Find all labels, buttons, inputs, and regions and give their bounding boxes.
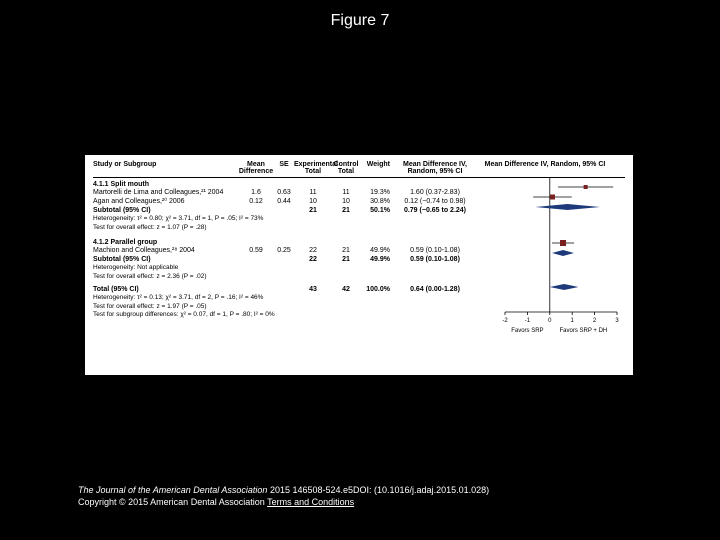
cell-exp: 11 <box>294 188 332 197</box>
svg-text:1: 1 <box>571 318 575 324</box>
cell-se <box>274 255 294 264</box>
cell-study: Machion and Colleagues,²⁸ 2004 <box>93 246 238 255</box>
cell-study: Total (95% CI) <box>93 285 238 294</box>
cell-ctrl: 21 <box>332 206 360 215</box>
svg-text:3: 3 <box>615 318 619 324</box>
citation-rest: 2015 146508-524.e5DOI: (10.1016/j.adaj.2… <box>267 485 489 495</box>
cell-exp: 21 <box>294 206 332 215</box>
cell-md: 0.12 <box>238 197 274 206</box>
figure-title: Figure 7 <box>0 0 720 30</box>
hdr-exp: Experimental Total <box>294 161 332 175</box>
cell-md: 1.6 <box>238 188 274 197</box>
cell-ctrl: 10 <box>332 197 360 206</box>
cell-md <box>238 206 274 215</box>
cell-ctrl: 11 <box>332 188 360 197</box>
cell-wt: 49.9% <box>360 246 390 255</box>
hdr-wt: Weight <box>360 161 390 175</box>
cell-md <box>238 285 274 294</box>
hdr-md: Mean Difference <box>238 161 274 175</box>
hdr-ctrl: Control Total <box>332 161 360 175</box>
cell-se <box>274 206 294 215</box>
citation: The Journal of the American Dental Assoc… <box>78 484 489 508</box>
hdr-plot: Mean Difference IV, Random, 95% CI <box>480 161 610 175</box>
cell-wt: 30.8% <box>360 197 390 206</box>
cell-study: Subtotal (95% CI) <box>93 206 238 215</box>
cell-study: Martorelli de Lima and Colleagues,²¹ 200… <box>93 188 238 197</box>
cell-md <box>238 255 274 264</box>
cell-mdci: 0.64 (0.00-1.28) <box>390 285 480 294</box>
cell-ctrl: 21 <box>332 246 360 255</box>
journal-name: The Journal of the American Dental Assoc… <box>78 485 267 495</box>
cell-study: Agan and Colleagues,²⁰ 2006 <box>93 197 238 206</box>
cell-se: 0.44 <box>274 197 294 206</box>
cell-se: 0.63 <box>274 188 294 197</box>
cell-study: Subtotal (95% CI) <box>93 255 238 264</box>
cell-mdci: 0.79 (−0.65 to 2.24) <box>390 206 480 215</box>
cell-exp: 22 <box>294 246 332 255</box>
svg-text:Favors SRP: Favors SRP <box>511 328 543 334</box>
cell-wt: 49.9% <box>360 255 390 264</box>
svg-text:0: 0 <box>548 318 552 324</box>
cell-exp: 10 <box>294 197 332 206</box>
cell-md: 0.59 <box>238 246 274 255</box>
cell-wt: 50.1% <box>360 206 390 215</box>
forest-plot-figure: Study or Subgroup Mean Difference SE Exp… <box>85 155 633 375</box>
cell-wt: 19.3% <box>360 188 390 197</box>
svg-text:2: 2 <box>593 318 597 324</box>
cell-mdci: 0.59 (0.10-1.08) <box>390 255 480 264</box>
cell-mdci: 0.12 (−0.74 to 0.98) <box>390 197 480 206</box>
svg-text:-2: -2 <box>502 318 508 324</box>
forest-plot-area: -2 -1 0 1 2 3 Favors SRP Favors SRP + DH <box>497 177 625 342</box>
cell-ctrl: 42 <box>332 285 360 294</box>
cell-wt: 100.0% <box>360 285 390 294</box>
hdr-study: Study or Subgroup <box>93 161 238 175</box>
cell-se: 0.25 <box>274 246 294 255</box>
cell-ctrl: 21 <box>332 255 360 264</box>
cell-mdci: 0.59 (0.10-1.08) <box>390 246 480 255</box>
hdr-mdci: Mean Difference IV, Random, 95% CI <box>390 161 480 175</box>
cell-mdci: 1.60 (0.37-2.83) <box>390 188 480 197</box>
svg-text:Favors SRP + DH: Favors SRP + DH <box>560 328 608 334</box>
svg-text:-1: -1 <box>525 318 531 324</box>
hdr-se: SE <box>274 161 294 175</box>
cell-exp: 43 <box>294 285 332 294</box>
table-header: Study or Subgroup Mean Difference SE Exp… <box>93 161 625 178</box>
copyright: Copyright © 2015 American Dental Associa… <box>78 497 267 507</box>
cell-se <box>274 285 294 294</box>
terms-link[interactable]: Terms and Conditions <box>267 497 354 507</box>
cell-exp: 22 <box>294 255 332 264</box>
